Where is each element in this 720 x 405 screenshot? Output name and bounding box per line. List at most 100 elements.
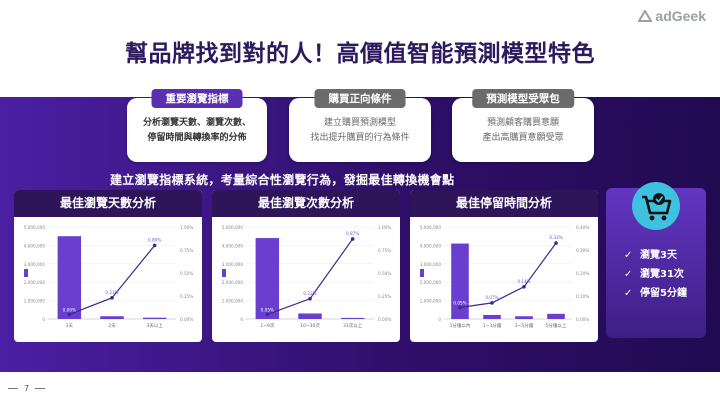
y-tick-label: 5,000,000 (222, 225, 244, 230)
y-tick-label: 4,000,000 (24, 243, 46, 248)
bar (483, 314, 501, 319)
rate-label: 0.23% (105, 290, 118, 295)
chart-title: 最佳瀏覽次數分析 (212, 190, 400, 217)
y-tick-label: 2,000,000 (420, 280, 442, 285)
y2-tick-label: 0.10% (576, 294, 589, 299)
y-tick-label: 4,000,000 (222, 243, 244, 248)
card-line: 停留時間與轉換率的分佈 (147, 133, 247, 143)
card-browsing-metrics: 重要瀏覽指標 分析瀏覽天數、瀏覽次數、 停留時間與轉換率的分佈 (127, 89, 267, 162)
y2-tick-label: 1.00% (180, 225, 193, 230)
page-footer: 7 (8, 384, 46, 393)
rate-point (522, 285, 526, 289)
rate-label: 0.80% (148, 237, 161, 242)
card-line: 建立購買預測模型 (323, 118, 396, 128)
rate-point (458, 305, 462, 310)
card-tag: 預測模型受眾包 (472, 89, 574, 108)
y2-tick-label: 0.30% (576, 248, 589, 253)
y-axis-marker (420, 269, 424, 277)
rate-point (67, 312, 72, 317)
rate-line (267, 238, 354, 315)
rate-point (350, 237, 355, 241)
y-tick-label: 4,000,000 (420, 243, 442, 248)
recommendation-item: ✓ 停留5分鐘 (624, 284, 687, 303)
footer-dash (35, 388, 46, 389)
y2-tick-label: 0.75% (180, 248, 193, 253)
check-icon: ✓ (624, 250, 633, 261)
recommendation-text: 瀏覽31次 (640, 269, 684, 280)
x-tick-label: 5分鐘以上 (546, 322, 567, 329)
rate-label: 0.22% (303, 291, 316, 296)
bar (515, 316, 533, 319)
rate-point (554, 241, 558, 245)
recommendation-text: 瀏覽3天 (640, 250, 677, 261)
recommendation-item: ✓ 瀏覽31次 (624, 265, 687, 284)
bar (255, 238, 280, 319)
y2-tick-label: 0.75% (378, 248, 391, 253)
y2-tick-label: 1.00% (378, 225, 391, 230)
page-number: 7 (24, 384, 30, 393)
rate-point (308, 296, 312, 301)
rate-point (110, 296, 114, 300)
y-tick-label: 2,000,000 (24, 280, 46, 285)
y-tick-label: 0 (42, 317, 45, 322)
chart-panel-visits: 最佳瀏覽次數分析 5,000,000 4,000,000 3,000,000 2,00… (212, 190, 400, 342)
card-line: 預測顧客購買意願 (486, 118, 559, 128)
y-tick-label: 2,000,000 (222, 280, 244, 285)
y-axis-marker (222, 269, 226, 277)
page-title: 幫品牌找到對的人！高價值智能預測模型特色 (125, 41, 595, 67)
bar-rate-label: 0.05% (453, 301, 466, 306)
rate-point (152, 243, 157, 248)
rate-point (490, 301, 494, 305)
y-tick-label: 3,000,000 (420, 262, 442, 267)
rate-line (69, 245, 156, 315)
card-tag: 購買正向條件 (314, 89, 406, 108)
rate-line (459, 242, 557, 309)
bar-rate-label: 0.00% (63, 307, 76, 312)
y2-tick-label: 0.20% (576, 271, 589, 276)
bar-rate-label: 0.05% (261, 307, 274, 312)
check-icon: ✓ (624, 269, 633, 280)
x-tick-label: 1~9次 (260, 322, 274, 329)
x-tick-label: 31次以上 (343, 322, 363, 329)
y2-tick-label: 0.25% (180, 294, 193, 299)
y2-tick-label: 0.25% (378, 294, 391, 299)
recommendation-panel: ✓ 瀏覽3天 ✓ 瀏覽31次 ✓ 停留5分鐘 (606, 182, 706, 338)
chart-panel-days: 最佳瀏覽天數分析 5,000,000 4,000,000 3,000,000 2,00… (14, 190, 202, 342)
y2-tick-label: 0.00% (576, 317, 589, 322)
rate-label: 0.07% (485, 295, 498, 300)
y-tick-label: 5,000,000 (24, 225, 46, 230)
x-tick-label: 3天以上 (146, 322, 163, 329)
chart-visits: 5,000,000 4,000,000 3,000,000 2,000,000 1,00… (222, 225, 392, 329)
y-tick-label: 0 (438, 317, 441, 322)
x-tick-label: 2天 (108, 323, 116, 329)
y2-tick-label: 0.40% (576, 225, 589, 230)
chart-title: 最佳瀏覽天數分析 (14, 190, 202, 217)
y2-tick-label: 0.50% (180, 271, 193, 276)
y-tick-label: 1,000,000 (222, 299, 244, 304)
y-tick-label: 5,000,000 (420, 225, 442, 230)
card-line: 產出高購買意願受眾 (482, 133, 564, 143)
y-tick-label: 1,000,000 (420, 299, 442, 304)
y-tick-label: 3,000,000 (222, 262, 244, 267)
shopping-cart-check-icon (642, 193, 672, 221)
y2-tick-label: 0.50% (378, 271, 391, 276)
recommendation-item: ✓ 瀏覽3天 (624, 246, 687, 265)
rate-point (265, 312, 270, 317)
chart-dwell: 5,000,000 4,000,000 3,000,000 2,000,000 1,00… (420, 225, 590, 329)
bar (142, 317, 167, 319)
adgeek-logo-icon (638, 10, 653, 22)
check-icon: ✓ (624, 288, 633, 299)
x-tick-label: 3~5分鐘 (515, 322, 534, 329)
y2-tick-label: 0.00% (180, 317, 193, 322)
bar (547, 313, 565, 319)
recommendation-list: ✓ 瀏覽3天 ✓ 瀏覽31次 ✓ 停留5分鐘 (624, 246, 687, 303)
rate-label: 0.14% (517, 279, 530, 284)
x-tick-label: 1天 (66, 323, 74, 329)
card-tag: 重要瀏覽指標 (151, 89, 243, 108)
y-tick-label: 0 (240, 317, 243, 322)
y-axis-marker (24, 269, 28, 277)
rate-label: 0.87% (346, 231, 359, 236)
y2-tick-label: 0.00% (378, 317, 391, 322)
card-line: 找出提升購買的行為條件 (310, 133, 410, 143)
bar (298, 313, 322, 319)
